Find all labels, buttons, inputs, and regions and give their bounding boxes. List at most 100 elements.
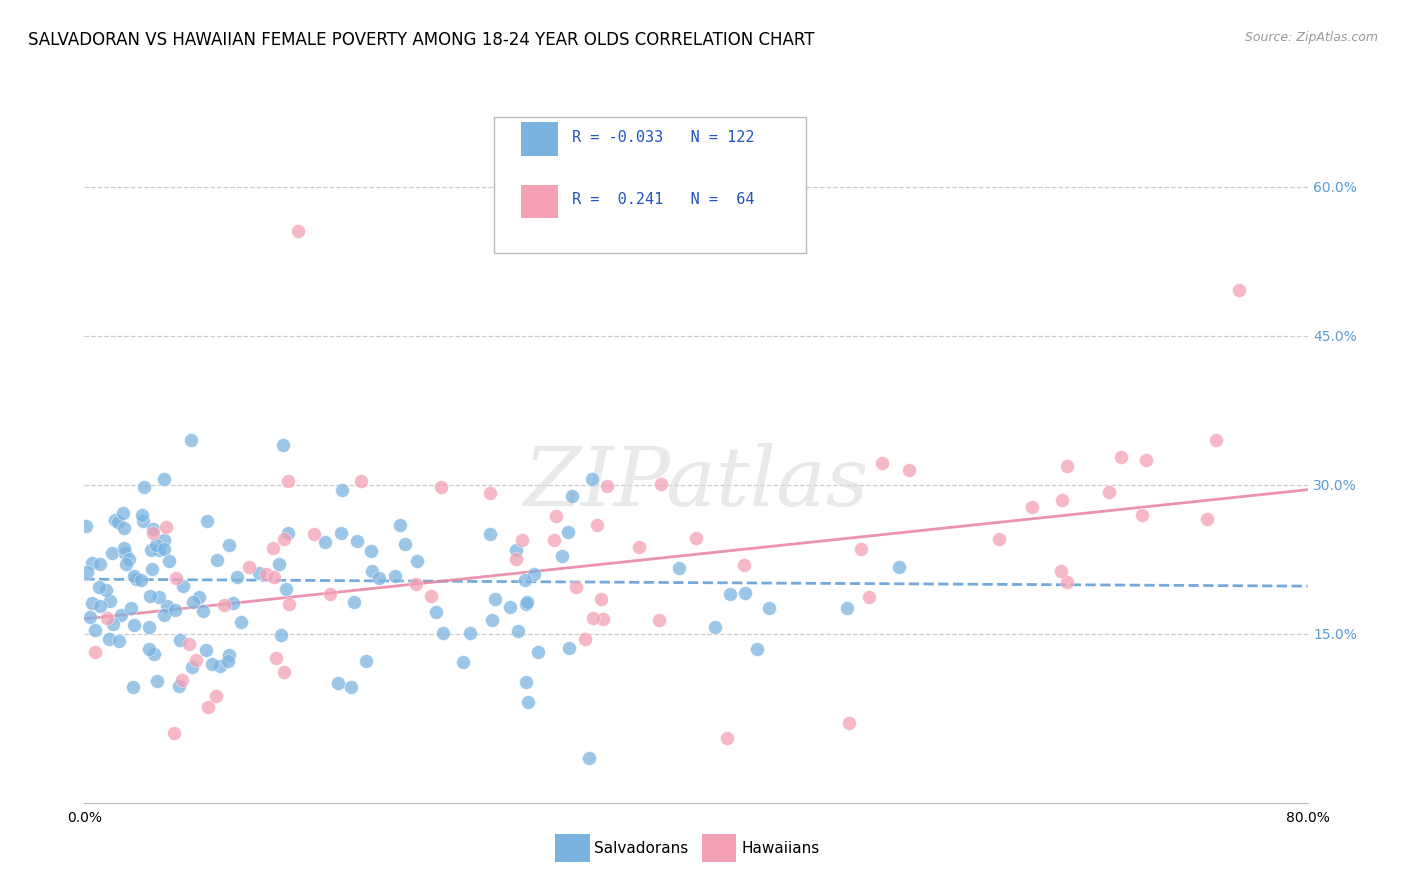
Point — [205, 553, 228, 567]
Point — [361, 564, 384, 578]
Point — [217, 655, 239, 669]
Point — [685, 531, 707, 545]
Point — [1197, 512, 1219, 526]
Point — [111, 507, 134, 521]
Point — [650, 477, 672, 491]
Point — [481, 614, 503, 628]
Point — [80, 596, 103, 610]
Point — [120, 601, 142, 615]
Point — [131, 573, 153, 587]
Point — [197, 700, 219, 714]
Point — [460, 625, 482, 640]
Point — [145, 674, 167, 689]
Point — [138, 620, 160, 634]
Point — [276, 582, 298, 596]
Point — [76, 565, 98, 579]
Point — [254, 567, 277, 582]
Point — [131, 508, 153, 522]
Point — [342, 595, 364, 609]
Text: R =  0.241   N =  64: R = 0.241 N = 64 — [572, 193, 755, 208]
Point — [169, 679, 191, 693]
Point — [1135, 452, 1157, 467]
Point — [838, 716, 860, 731]
Point — [898, 463, 921, 477]
Point — [142, 526, 165, 541]
Point — [1227, 283, 1250, 297]
Point — [835, 601, 858, 615]
Point — [498, 599, 520, 614]
Point — [218, 538, 240, 552]
Point — [114, 546, 136, 560]
Point — [262, 541, 284, 555]
Point — [747, 641, 769, 656]
Point — [516, 595, 538, 609]
Point — [733, 558, 755, 572]
Point — [82, 556, 104, 570]
Text: Hawaiians: Hawaiians — [741, 840, 820, 855]
Point — [565, 580, 588, 594]
Point — [148, 590, 170, 604]
Point — [184, 653, 207, 667]
Point — [505, 542, 527, 557]
Point — [269, 557, 291, 571]
Point — [181, 660, 204, 674]
FancyBboxPatch shape — [555, 834, 589, 862]
Point — [118, 552, 141, 566]
Point — [225, 569, 247, 583]
Point — [110, 608, 132, 623]
Point — [169, 633, 191, 648]
Point — [406, 554, 429, 568]
Point — [1056, 574, 1078, 589]
Point — [1050, 493, 1073, 508]
Point — [122, 680, 145, 694]
Point — [191, 603, 214, 617]
Point — [515, 675, 537, 690]
Point — [718, 587, 741, 601]
Point — [170, 673, 193, 687]
Point — [122, 568, 145, 582]
Point — [574, 632, 596, 647]
Point — [704, 620, 727, 634]
Point — [79, 610, 101, 624]
Point — [98, 594, 121, 608]
Point — [112, 541, 135, 556]
Point — [558, 640, 581, 655]
Point — [478, 486, 501, 500]
Point — [75, 518, 97, 533]
Point — [505, 552, 527, 566]
Point — [314, 535, 336, 549]
Point — [222, 596, 245, 610]
Point — [510, 533, 533, 548]
Point — [350, 474, 373, 488]
Point — [716, 731, 738, 746]
Point — [96, 610, 118, 624]
Point — [420, 590, 443, 604]
Point — [172, 579, 194, 593]
Text: Source: ZipAtlas.com: Source: ZipAtlas.com — [1244, 31, 1378, 45]
Point — [125, 572, 148, 586]
Point — [515, 597, 537, 611]
Point — [405, 576, 427, 591]
Point — [122, 618, 145, 632]
Text: SALVADORAN VS HAWAIIAN FEMALE POVERTY AMONG 18-24 YEAR OLDS CORRELATION CHART: SALVADORAN VS HAWAIIAN FEMALE POVERTY AM… — [28, 31, 814, 49]
Point — [205, 689, 228, 703]
Point — [153, 472, 176, 486]
Point — [425, 605, 447, 619]
Point — [734, 586, 756, 600]
FancyBboxPatch shape — [522, 185, 558, 219]
Point — [94, 583, 117, 598]
Point — [1130, 508, 1153, 522]
Point — [758, 600, 780, 615]
Point — [165, 603, 187, 617]
Point — [142, 522, 165, 536]
Point — [209, 659, 232, 673]
Point — [277, 525, 299, 540]
Text: Salvadorans: Salvadorans — [595, 840, 689, 855]
Point — [115, 557, 138, 571]
Point — [870, 456, 893, 470]
Point — [152, 533, 174, 547]
Point — [165, 571, 187, 585]
Point — [356, 654, 378, 668]
Point — [84, 645, 107, 659]
Point — [543, 533, 565, 548]
